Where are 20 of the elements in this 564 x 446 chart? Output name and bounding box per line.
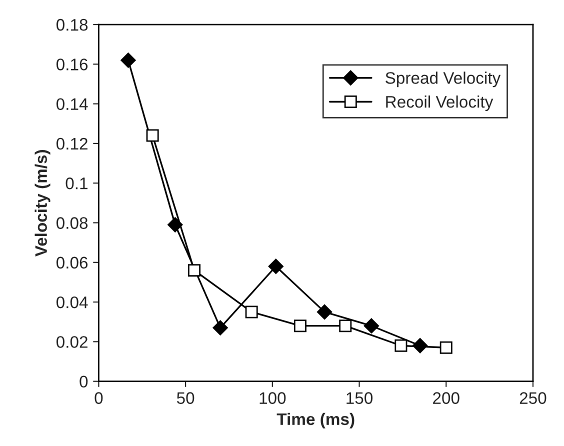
y-tick-label: 0.02 <box>56 336 88 348</box>
y-axis-title: Velocity (m/s) <box>34 150 50 257</box>
x-tick-label: 50 <box>176 392 194 404</box>
legend-label: Spread Velocity <box>386 72 501 88</box>
y-tick-label: 0.08 <box>56 217 88 229</box>
x-tick-label: 0 <box>94 392 103 404</box>
x-tick-label: 100 <box>260 392 286 404</box>
y-tick-label: 0.16 <box>56 58 88 70</box>
x-tick-label: 150 <box>346 392 373 404</box>
x-tick-label: 250 <box>520 392 546 404</box>
y-tick-label: 0.04 <box>56 296 88 308</box>
y-tick-label: 0.14 <box>56 98 88 110</box>
y-tick-label: 0.06 <box>56 256 88 269</box>
y-tick-label: 0.18 <box>56 18 88 31</box>
y-tick-label: 0.1 <box>66 178 88 190</box>
x-axis-title: Time (ms) <box>276 412 354 428</box>
legend-label: Recoil Velocity <box>386 96 494 112</box>
x-tick-label: 200 <box>433 392 460 404</box>
y-tick-label: 0 <box>80 376 88 388</box>
y-tick-label: 0.12 <box>56 138 88 150</box>
